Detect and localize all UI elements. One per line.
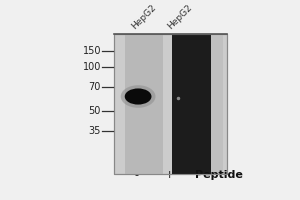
Ellipse shape [121, 85, 155, 108]
Text: HepG2: HepG2 [130, 3, 158, 31]
Text: 50: 50 [88, 106, 101, 116]
Text: 70: 70 [88, 82, 101, 92]
Ellipse shape [125, 88, 152, 105]
Text: -: - [135, 170, 139, 180]
Text: Peptide: Peptide [195, 170, 242, 180]
Text: 100: 100 [82, 62, 101, 72]
Bar [114, 34, 227, 174]
Text: +: + [165, 170, 174, 180]
Bar [125, 34, 164, 174]
Bar [211, 34, 223, 174]
Bar [172, 34, 211, 174]
Text: 150: 150 [82, 46, 101, 56]
Bar [114, 34, 227, 174]
Text: 35: 35 [88, 126, 101, 136]
Text: HepG2: HepG2 [166, 3, 194, 31]
